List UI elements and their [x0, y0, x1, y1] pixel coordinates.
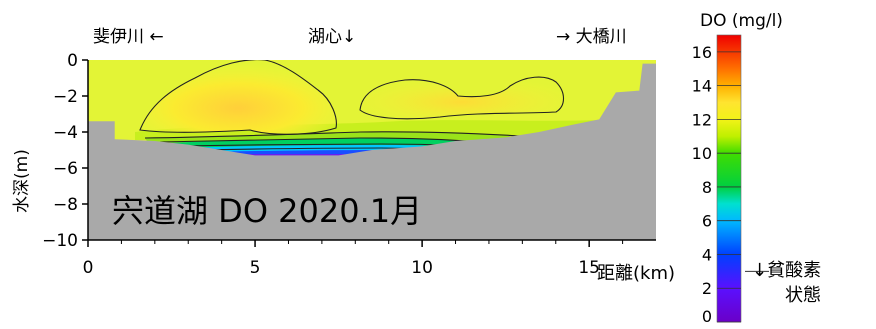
- x-axis-label: 距離(km): [597, 263, 675, 284]
- x-tick-label: 5: [250, 258, 261, 278]
- annotation-right: → 大橋川: [556, 27, 627, 47]
- colorbar-gradient: [716, 34, 742, 323]
- axes: [87, 60, 656, 241]
- y-tick-label: −8: [53, 195, 78, 215]
- colorbar-tick-label: 10: [692, 144, 712, 163]
- contour-bottom-1: [144, 131, 521, 139]
- hypoxia-label-2: 状態: [785, 285, 821, 306]
- colorbar-tick-label: 14: [692, 77, 712, 96]
- colorbar: DO (mg/l) 16 14 12 10 8 6 4 2 0 ↓貧酸素 状態: [692, 11, 821, 326]
- x-tick-label: 15: [578, 258, 600, 278]
- hypoxia-label: ↓貧酸素: [752, 260, 821, 281]
- colorbar-tick-label: 16: [692, 43, 712, 62]
- colorbar-tick-label: 8: [702, 178, 712, 197]
- x-tick-label: 0: [83, 258, 94, 278]
- x-tick-label: 10: [411, 258, 433, 278]
- y-tick-label: −10: [42, 231, 78, 251]
- contour-core-right: [359, 76, 565, 120]
- x-axis-ticks: 0 5 10 15: [83, 240, 624, 278]
- annotation-center: 湖心↓: [308, 27, 356, 47]
- colorbar-tick-label: 12: [692, 110, 712, 129]
- chart-title: 宍道湖 DO 2020.1月: [112, 192, 422, 230]
- y-tick-label: −6: [53, 159, 78, 179]
- do-core-right: [360, 77, 564, 119]
- colorbar-tick-label: 4: [702, 245, 712, 264]
- y-axis-ticks: 0 −2 −4 −6 −8 −10: [42, 51, 88, 251]
- colorbar-tick-label: 0: [702, 307, 712, 325]
- do-band-11: [135, 118, 640, 140]
- do-core-left: [140, 60, 337, 135]
- y-axis-label: 水深(m): [12, 149, 32, 213]
- y-tick-label: −4: [53, 123, 78, 143]
- contour-bottom-2: [159, 137, 491, 144]
- colorbar-ticks: 16 14 12 10 8 6 4 2 0: [692, 43, 741, 326]
- y-tick-label: −2: [53, 87, 78, 107]
- colorbar-tick-label: 2: [702, 279, 712, 298]
- lake-bed: [88, 63, 656, 240]
- annotation-left: 斐伊川 ←: [93, 27, 164, 47]
- colorbar-tick-label: 6: [702, 212, 712, 231]
- colorbar-title: DO (mg/l): [700, 11, 783, 31]
- plot-area: [88, 60, 656, 240]
- y-tick-label: 0: [67, 51, 78, 71]
- contour-core-left: [139, 60, 337, 135]
